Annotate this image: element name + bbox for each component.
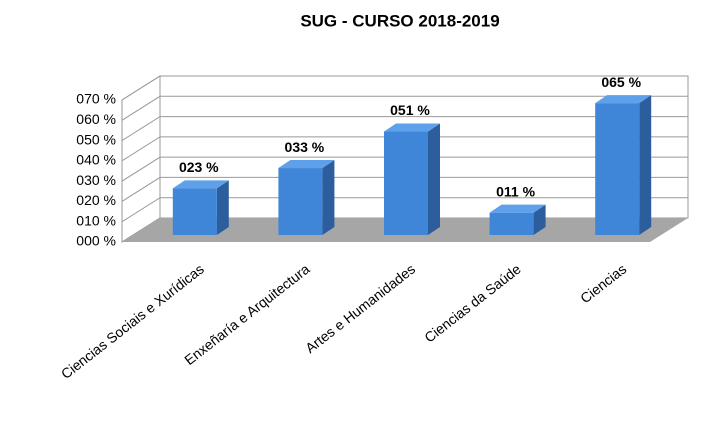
chart-title: SUG - CURSO 2018-2019 — [300, 11, 499, 30]
bar — [278, 160, 335, 235]
value-label: 011 % — [496, 183, 535, 199]
y-tick-label: 000 % — [76, 233, 116, 249]
bar-top — [595, 95, 652, 104]
grid-line — [121, 75, 688, 101]
x-tick-label: Ciencias — [577, 261, 629, 307]
x-tick-label: Artes e Humanidades — [302, 261, 418, 357]
grid-line — [121, 95, 688, 121]
bar-top — [489, 204, 546, 213]
value-label: 023 % — [179, 159, 219, 175]
bar — [595, 95, 652, 236]
bar-front — [278, 168, 323, 235]
bar-front — [595, 103, 640, 236]
value-label: 065 % — [601, 74, 641, 90]
bar-front — [489, 212, 534, 235]
bar-top — [278, 160, 335, 169]
side-wall — [121, 75, 161, 243]
bar-front — [384, 131, 428, 235]
y-tick-label: 060 % — [76, 111, 116, 127]
bar-side — [533, 204, 546, 235]
bar-side — [322, 160, 335, 235]
bar-side — [639, 95, 652, 236]
y-tick-label: 030 % — [76, 172, 116, 188]
x-tick-label: Ciencias Sociais e Xurídicas — [58, 261, 207, 382]
value-label: 033 % — [285, 139, 325, 155]
x-tick-label: Ciencias da Saúde — [421, 261, 524, 346]
bar — [384, 123, 440, 235]
bar — [489, 204, 546, 235]
grid-line — [121, 176, 688, 202]
y-tick-label: 040 % — [76, 152, 116, 168]
y-tick-label: 020 % — [76, 192, 116, 208]
grid-line — [121, 116, 688, 141]
grid-line — [121, 197, 688, 223]
bar-side — [216, 180, 229, 235]
bar-top — [172, 180, 229, 189]
y-tick-label: 010 % — [76, 212, 116, 228]
y-tick-label: 070 % — [76, 91, 116, 107]
grid-line — [121, 136, 688, 162]
grid-line — [121, 156, 688, 182]
value-label: 051 % — [390, 102, 430, 118]
bar-front — [172, 188, 217, 235]
bar-top — [384, 123, 440, 132]
bar — [172, 180, 229, 235]
bar-side — [428, 123, 440, 235]
y-tick-label: 050 % — [76, 131, 116, 147]
